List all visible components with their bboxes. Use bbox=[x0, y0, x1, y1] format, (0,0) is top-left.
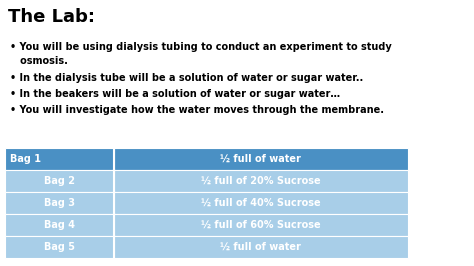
Bar bbox=[114, 170, 408, 192]
Text: ½ full of water: ½ full of water bbox=[220, 154, 301, 164]
Bar bbox=[5, 148, 114, 170]
Text: Bag 5: Bag 5 bbox=[44, 242, 75, 252]
Text: • In the beakers will be a solution of water or sugar water…: • In the beakers will be a solution of w… bbox=[10, 89, 340, 99]
Bar bbox=[114, 214, 408, 236]
Text: osmosis.: osmosis. bbox=[10, 56, 68, 66]
Text: Bag 2: Bag 2 bbox=[44, 176, 75, 186]
Text: ½ full of 20% Sucrose: ½ full of 20% Sucrose bbox=[201, 176, 321, 186]
Bar bbox=[5, 170, 114, 192]
Text: ½ full of 40% Sucrose: ½ full of 40% Sucrose bbox=[201, 198, 321, 208]
Text: Bag 4: Bag 4 bbox=[44, 220, 75, 230]
Text: Bag 1: Bag 1 bbox=[10, 154, 41, 164]
Text: • You will be using dialysis tubing to conduct an experiment to study: • You will be using dialysis tubing to c… bbox=[10, 42, 392, 52]
Bar bbox=[5, 214, 114, 236]
Text: • In the dialysis tube will be a solution of water or sugar water..: • In the dialysis tube will be a solutio… bbox=[10, 73, 363, 83]
Text: Bag 3: Bag 3 bbox=[44, 198, 75, 208]
Bar bbox=[114, 236, 408, 258]
Text: ½ full of water: ½ full of water bbox=[220, 242, 301, 252]
Bar bbox=[114, 192, 408, 214]
Bar bbox=[5, 192, 114, 214]
Text: The Lab:: The Lab: bbox=[8, 8, 95, 26]
Bar bbox=[5, 236, 114, 258]
Text: • You will investigate how the water moves through the membrane.: • You will investigate how the water mov… bbox=[10, 105, 384, 115]
Bar bbox=[114, 148, 408, 170]
Text: ½ full of 60% Sucrose: ½ full of 60% Sucrose bbox=[201, 220, 321, 230]
